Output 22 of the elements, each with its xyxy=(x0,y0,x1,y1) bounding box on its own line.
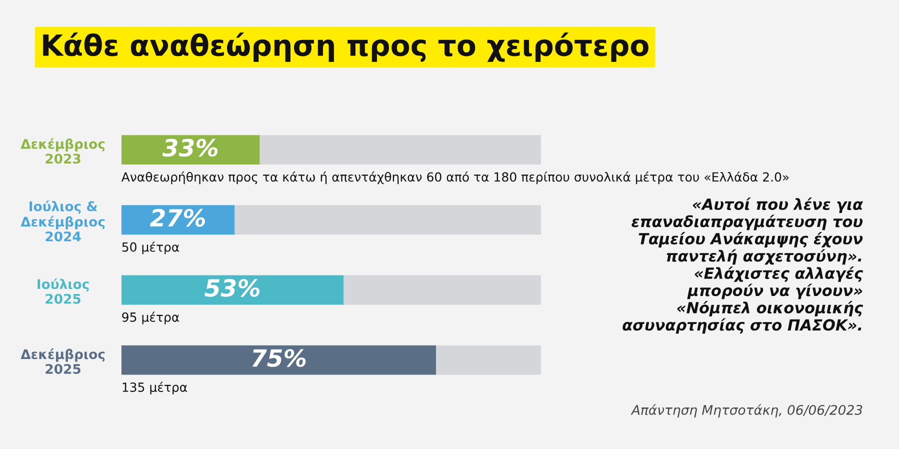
bar xyxy=(344,275,541,305)
bar xyxy=(121,345,436,375)
y-tick-label: Ιούλιος & Δεκέμβριος 2024 xyxy=(20,200,105,242)
y-tick-label: Ιούλιος 2025 xyxy=(38,278,89,304)
data-label: 33% xyxy=(162,138,218,157)
bar xyxy=(436,345,541,375)
annotation: 135 μέτρα xyxy=(122,382,188,394)
y-tick-label: Δεκέμβριος 2025 xyxy=(20,348,105,374)
data-label: 27% xyxy=(150,208,205,227)
text: Απάντηση Μητσοτάκη, 06/06/2023 xyxy=(630,404,862,418)
bar xyxy=(121,275,344,305)
bar xyxy=(234,205,541,235)
annotation: 50 μέτρα xyxy=(122,242,180,254)
data-label: 53% xyxy=(204,278,260,297)
y-tick-label: Δεκέμβριος 2023 xyxy=(20,138,105,164)
data-label: 75% xyxy=(252,349,306,367)
bar xyxy=(121,135,260,165)
bar xyxy=(260,135,541,165)
chart-title: Κάθε αναθεώρηση προς το χειρότερο xyxy=(43,32,648,62)
annotation: Αναθεωρήθηκαν προς τα κάτω ή απεντάχθηκαν 60 από τα 180 περίπου συνολικά μέτρα του «Ελλάδα 2.0» xyxy=(121,172,789,184)
text: «Αυτοί που λένε για επαναδιαπραγμάτευση του Ταμείου Ανάκαμψης έχουν παντελή ασχετοσύνη». «Ελάχιστες αλλαγές μπορούν να γίνουν» «Νόμπελ οικονομικής ασυναρτησίας στο ΠΑΣΟΚ». xyxy=(622,198,864,334)
annotation: 95 μέτρα xyxy=(122,312,180,324)
